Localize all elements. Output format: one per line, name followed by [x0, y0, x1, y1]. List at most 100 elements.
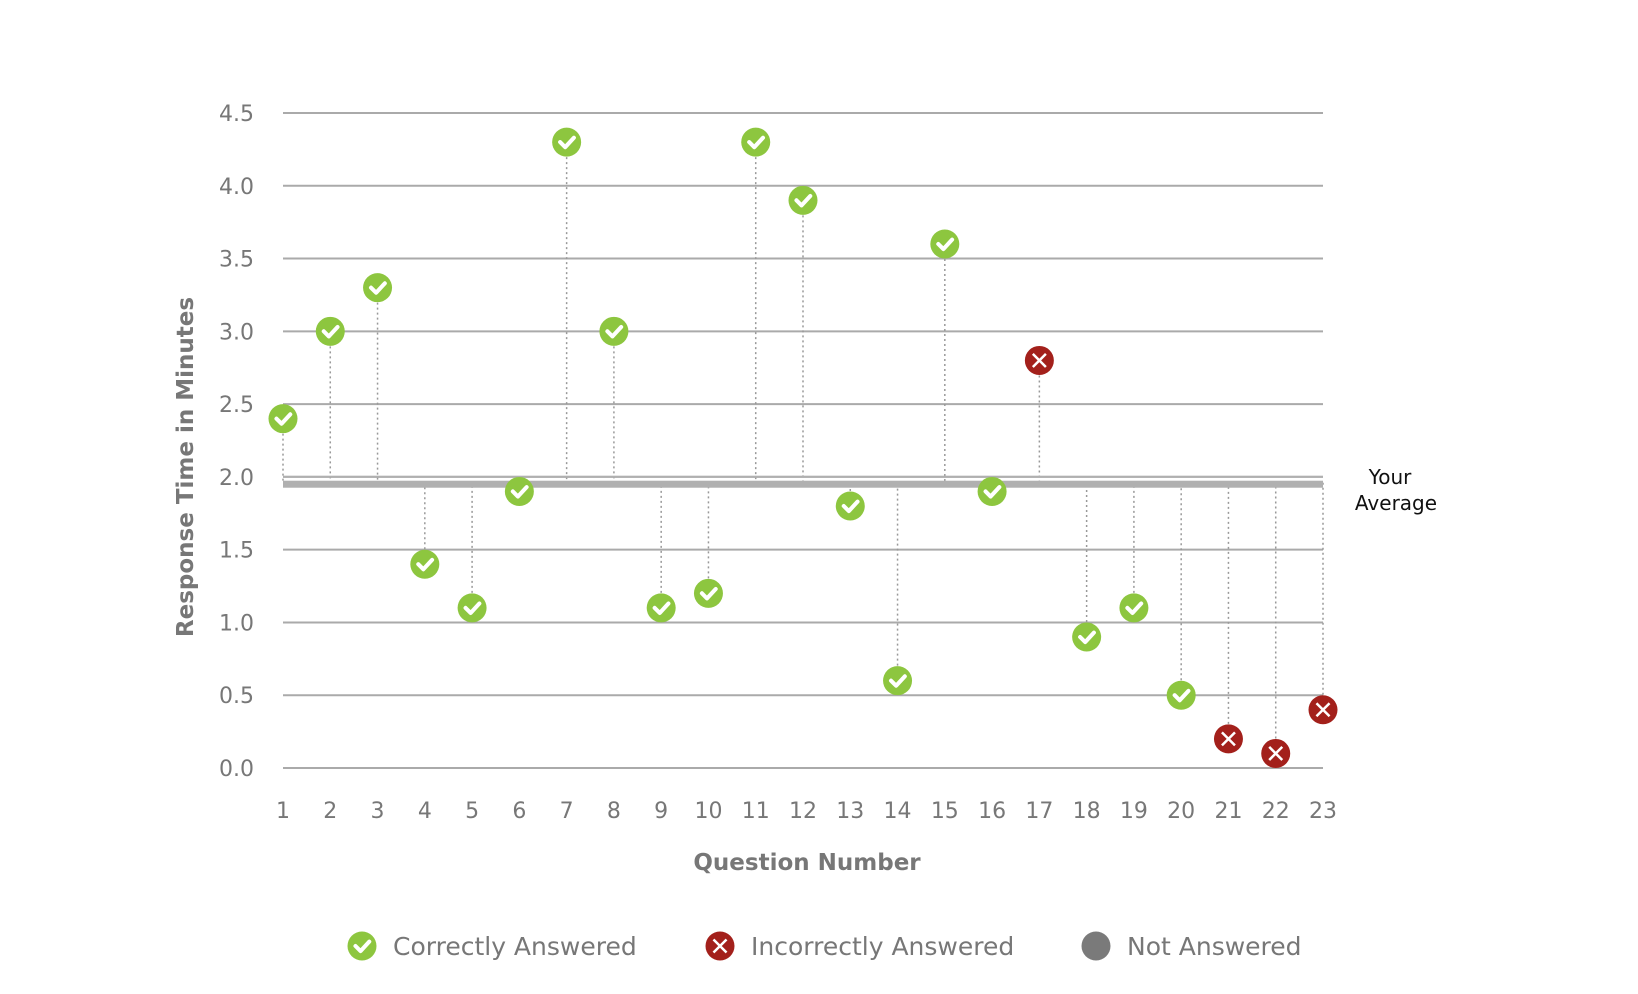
marker-circle [315, 316, 345, 346]
x-circle-icon [705, 931, 735, 961]
check-mark [747, 135, 766, 150]
legend-label: Correctly Answered [393, 932, 637, 961]
x-tick-label: 8 [607, 799, 621, 824]
marker-circle [1081, 931, 1111, 961]
check-mark [1172, 688, 1191, 703]
check-circle-icon [315, 316, 345, 346]
average-label-line1: Your [1368, 465, 1412, 489]
marker-circle [552, 127, 582, 157]
y-tick-label: 0.0 [219, 757, 254, 782]
x-tick-label: 20 [1167, 799, 1195, 824]
x-circle-icon [1213, 724, 1243, 754]
check-circle-icon [347, 931, 377, 961]
x-tick-label: 5 [465, 799, 479, 824]
check-circle-icon [268, 404, 298, 434]
average-label-line2: Average [1355, 491, 1437, 515]
marker-circle [646, 593, 676, 623]
marker-circle [883, 666, 913, 696]
x-tick-label: 17 [1025, 799, 1053, 824]
x-mark [1268, 746, 1284, 761]
y-tick-label: 3.5 [219, 248, 254, 273]
legend-label: Not Answered [1127, 932, 1302, 961]
average-line [283, 475, 1323, 488]
x-mark [1315, 702, 1331, 718]
y-tick-label: 2.5 [219, 393, 254, 418]
x-tick-label: 1 [276, 799, 290, 824]
marker-circle [1119, 593, 1149, 623]
legend: Correctly Answered Incorrectly Answered No… [347, 931, 1302, 961]
check-mark [558, 135, 576, 150]
check-mark [274, 412, 293, 426]
check-circle-icon [410, 549, 440, 579]
x-tick-label: 4 [418, 799, 432, 824]
legend-item-correct: Correctly Answered [347, 931, 637, 961]
check-mark [368, 281, 387, 295]
x-circle-icon [1261, 738, 1291, 768]
x-tick-label: 6 [512, 799, 526, 824]
y-tick-label: 1.0 [219, 611, 254, 636]
marker-circle [741, 127, 771, 157]
x-tick-label: 15 [931, 799, 959, 824]
x-tick-label: 10 [694, 799, 722, 824]
y-tick-label: 2.0 [219, 466, 254, 491]
check-circle-icon [363, 273, 393, 303]
check-mark [652, 601, 671, 615]
average-line-bar [283, 480, 1323, 488]
check-mark [463, 601, 482, 615]
check-circle-icon [599, 316, 629, 346]
y-axis-label: Response Time in Minutes [173, 297, 199, 637]
x-tick-label: 13 [836, 799, 864, 824]
x-tick-label: 22 [1262, 799, 1290, 824]
legend-item-not: Not Answered [1081, 931, 1302, 961]
marker-circle [347, 931, 377, 961]
x-tick-label: 16 [978, 799, 1006, 824]
x-axis-label: Question Number [693, 850, 921, 876]
x-tick-label: 21 [1214, 799, 1242, 824]
x-circle-icon [1308, 695, 1338, 725]
check-circle-icon [788, 185, 818, 215]
x-tick-label: 9 [654, 799, 668, 824]
marker-circle [599, 316, 629, 346]
gray-circle-icon [1081, 931, 1111, 961]
check-circle-icon [883, 666, 913, 696]
marker-circle [504, 476, 534, 506]
check-mark [888, 674, 907, 688]
x-tick-label: 7 [560, 799, 574, 824]
check-mark [1125, 601, 1144, 615]
y-tick-labels: 0.0 0.5 1.0 1.5 2.0 2.5 3.0 3.5 4.0 4.5 [219, 102, 254, 782]
x-tick-label: 19 [1120, 799, 1148, 824]
check-mark [605, 324, 624, 339]
marker-circle [977, 476, 1007, 506]
x-tick-label: 14 [884, 799, 912, 824]
marker-circle [457, 593, 487, 623]
y-tick-label: 1.5 [219, 539, 254, 564]
check-mark [936, 237, 955, 252]
marker-circle [788, 185, 818, 215]
check-mark [983, 485, 1002, 499]
x-tick-label: 18 [1073, 799, 1101, 824]
marker-circle [1166, 680, 1196, 710]
x-mark [712, 938, 728, 954]
x-tick-label: 11 [742, 799, 770, 824]
y-tick-label: 4.0 [219, 175, 254, 200]
data-points [268, 127, 1338, 768]
check-circle-icon [835, 491, 865, 521]
check-circle-icon [504, 476, 534, 506]
x-mark [1221, 731, 1236, 747]
check-circle-icon [741, 127, 771, 157]
stem-lines [282, 142, 1324, 754]
check-mark [841, 499, 860, 514]
legend-label: Incorrectly Answered [751, 932, 1014, 961]
x-tick-label: 12 [789, 799, 817, 824]
check-circle-icon [457, 593, 487, 623]
check-mark [1078, 630, 1096, 645]
marker-circle [835, 491, 865, 521]
x-circle-icon [1024, 345, 1054, 375]
x-mark [1031, 353, 1047, 368]
check-circle-icon [1166, 680, 1196, 710]
check-mark [321, 324, 340, 339]
marker-circle [1072, 622, 1102, 652]
x-tick-label: 23 [1309, 799, 1337, 824]
y-tick-label: 3.0 [219, 320, 254, 345]
